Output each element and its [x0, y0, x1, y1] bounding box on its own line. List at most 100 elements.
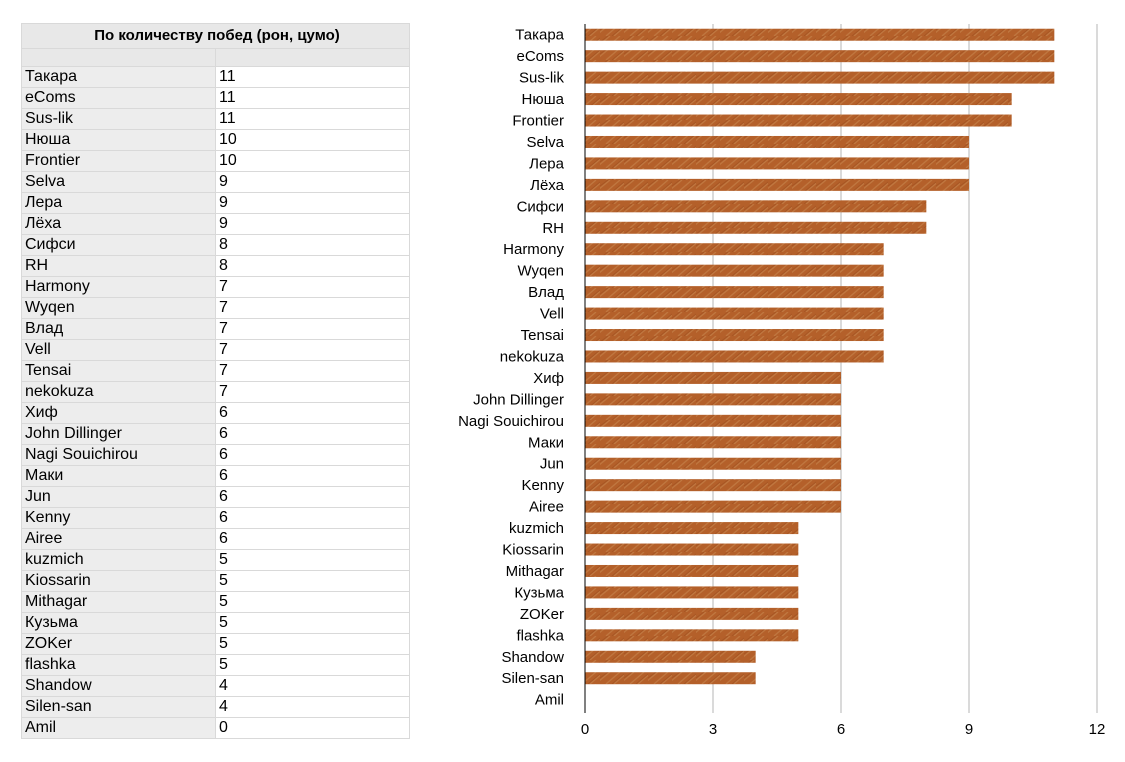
player-name-cell: Silen-san — [21, 696, 216, 718]
category-label: Mithagar — [506, 563, 564, 580]
bar — [585, 543, 799, 556]
table-row: Лера 9 — [21, 192, 410, 214]
table-row: Vell 7 — [21, 339, 410, 361]
bar — [585, 522, 799, 535]
table-header-row: По количеству побед (рон, цумо) — [21, 23, 410, 49]
table-row: Nagi Souichirou 6 — [21, 444, 410, 466]
chart-bars — [585, 28, 1055, 685]
table-row: Selva 9 — [21, 171, 410, 193]
bar — [585, 672, 756, 685]
table-row: Harmony 7 — [21, 276, 410, 298]
table-subheader-cell — [215, 48, 410, 67]
player-name-cell: RH — [21, 255, 216, 277]
table-row: Jun 6 — [21, 486, 410, 508]
table-row: Mithagar 5 — [21, 591, 410, 613]
player-name-cell: Shandow — [21, 675, 216, 697]
wins-cell: 0 — [215, 717, 410, 739]
player-name-cell: Такара — [21, 66, 216, 88]
table-row: Нюша 10 — [21, 129, 410, 151]
table-row: Tensai 7 — [21, 360, 410, 382]
player-name-cell: Kenny — [21, 507, 216, 529]
player-name-cell: Sus-lik — [21, 108, 216, 130]
player-name-cell: Nagi Souichirou — [21, 444, 216, 466]
table-row: Кузьма 5 — [21, 612, 410, 634]
bar — [585, 135, 969, 148]
table-row: nekokuza 7 — [21, 381, 410, 403]
category-label: ZOKer — [520, 606, 564, 623]
table-row: Kenny 6 — [21, 507, 410, 529]
category-label: Wyqen — [517, 263, 564, 280]
category-label: Кузьма — [514, 584, 564, 601]
player-name-cell: nekokuza — [21, 381, 216, 403]
table-row: flashka 5 — [21, 654, 410, 676]
table-body: По количеству побед (рон, цумо) Такара 11… — [21, 23, 410, 739]
player-name-cell: Кузьма — [21, 612, 216, 634]
category-label: RH — [542, 220, 564, 237]
category-label: Сифси — [517, 198, 564, 215]
table-row: Kiossarin 5 — [21, 570, 410, 592]
category-label: Jun — [540, 456, 564, 473]
x-tick-label: 12 — [1089, 721, 1106, 738]
x-tick-label: 0 — [581, 721, 589, 738]
bar — [585, 114, 1012, 127]
bar — [585, 93, 1012, 106]
category-label: flashka — [516, 627, 564, 644]
chart-x-ticks: 0 3 6 9 12 — [581, 721, 1106, 738]
category-label: Airee — [529, 499, 564, 516]
table-row: Airee 6 — [21, 528, 410, 550]
table-row: Такара 11 — [21, 66, 410, 88]
table-row: John Dillinger 6 — [21, 423, 410, 445]
bar — [585, 221, 927, 234]
table-row: Sus-lik 11 — [21, 108, 410, 130]
table-row: eComs 11 — [21, 87, 410, 109]
wins-cell: 6 — [215, 486, 410, 508]
bar — [585, 157, 969, 170]
category-label: Хиф — [533, 370, 564, 387]
table-subheader-row — [21, 48, 410, 67]
player-name-cell: Mithagar — [21, 591, 216, 613]
player-name-cell: John Dillinger — [21, 423, 216, 445]
player-name-cell: Harmony — [21, 276, 216, 298]
category-label: Такара — [515, 27, 564, 44]
category-label: Silen-san — [501, 670, 564, 687]
player-name-cell: Лера — [21, 192, 216, 214]
category-label: Vell — [540, 306, 564, 323]
chart-category-labels: Такара eComs Sus-lik Нюша Frontier Selva Лера Л… — [458, 27, 565, 709]
bar — [585, 243, 884, 256]
category-label: Sus-lik — [519, 70, 565, 87]
player-name-cell: Kiossarin — [21, 570, 216, 592]
player-name-cell: ZOKer — [21, 633, 216, 655]
category-label: Tensai — [521, 327, 564, 344]
x-tick-label: 6 — [837, 721, 845, 738]
category-label: Kiossarin — [502, 542, 564, 559]
category-label: kuzmich — [509, 520, 564, 537]
category-label: Нюша — [522, 91, 565, 108]
bar — [585, 28, 1055, 41]
bar — [585, 607, 799, 620]
table-header: По количеству побед (рон, цумо) — [21, 23, 410, 49]
category-label: eComs — [516, 48, 564, 65]
bar — [585, 479, 841, 492]
table-row: Маки 6 — [21, 465, 410, 487]
bar — [585, 629, 799, 642]
table-row: Лёха 9 — [21, 213, 410, 235]
bar — [585, 414, 841, 427]
bar — [585, 586, 799, 599]
category-label: Лёха — [530, 177, 565, 194]
player-name-cell: Нюша — [21, 129, 216, 151]
x-tick-label: 3 — [709, 721, 717, 738]
bar — [585, 50, 1055, 63]
table-row: Shandow 4 — [21, 675, 410, 697]
player-name-cell: Сифси — [21, 234, 216, 256]
category-label: Shandow — [501, 649, 564, 666]
bar — [585, 500, 841, 513]
player-name-cell: eComs — [21, 87, 216, 109]
table-row: Frontier 10 — [21, 150, 410, 172]
bar — [585, 71, 1055, 84]
category-label: Harmony — [503, 241, 564, 258]
category-label: nekokuza — [500, 348, 565, 365]
category-label: Влад — [528, 284, 564, 301]
category-label: Selva — [526, 134, 564, 151]
bar — [585, 286, 884, 299]
